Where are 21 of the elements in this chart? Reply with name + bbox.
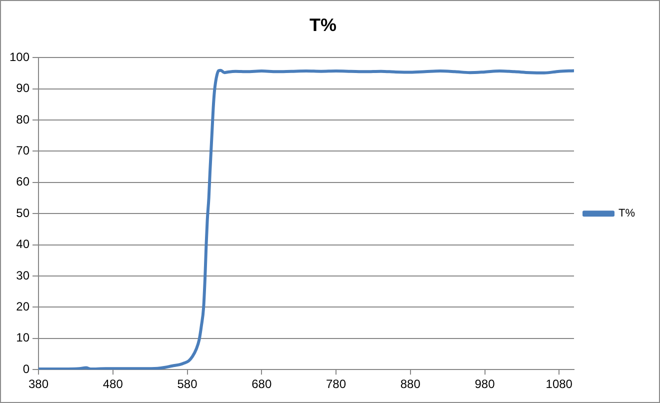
x-tick-label: 680 [252, 377, 272, 392]
y-tick-label: 30 [16, 268, 30, 282]
x-tick-label: 880 [400, 377, 421, 392]
y-tick-label: 0 [22, 362, 30, 376]
chart-title: T% [310, 14, 336, 35]
x-tick-label: 980 [474, 377, 496, 392]
y-tick-label: 60 [16, 174, 30, 189]
x-tick-label: 580 [177, 377, 198, 392]
y-tick-label: 20 [16, 300, 30, 314]
y-tick-label: 100 [9, 50, 30, 64]
x-tick-label: 380 [28, 377, 49, 392]
y-tick-label: 50 [16, 206, 30, 220]
y-tick-label: 40 [16, 237, 30, 252]
x-tick-label: 780 [326, 377, 346, 392]
y-tick-label: 90 [16, 81, 30, 96]
x-tick-label: 480 [102, 377, 124, 392]
y-tick-label: 10 [16, 330, 30, 345]
x-tick-label: 1080 [546, 377, 573, 392]
legend-label: T% [618, 208, 636, 220]
y-tick-label: 80 [16, 112, 30, 126]
y-tick-label: 70 [16, 144, 30, 158]
